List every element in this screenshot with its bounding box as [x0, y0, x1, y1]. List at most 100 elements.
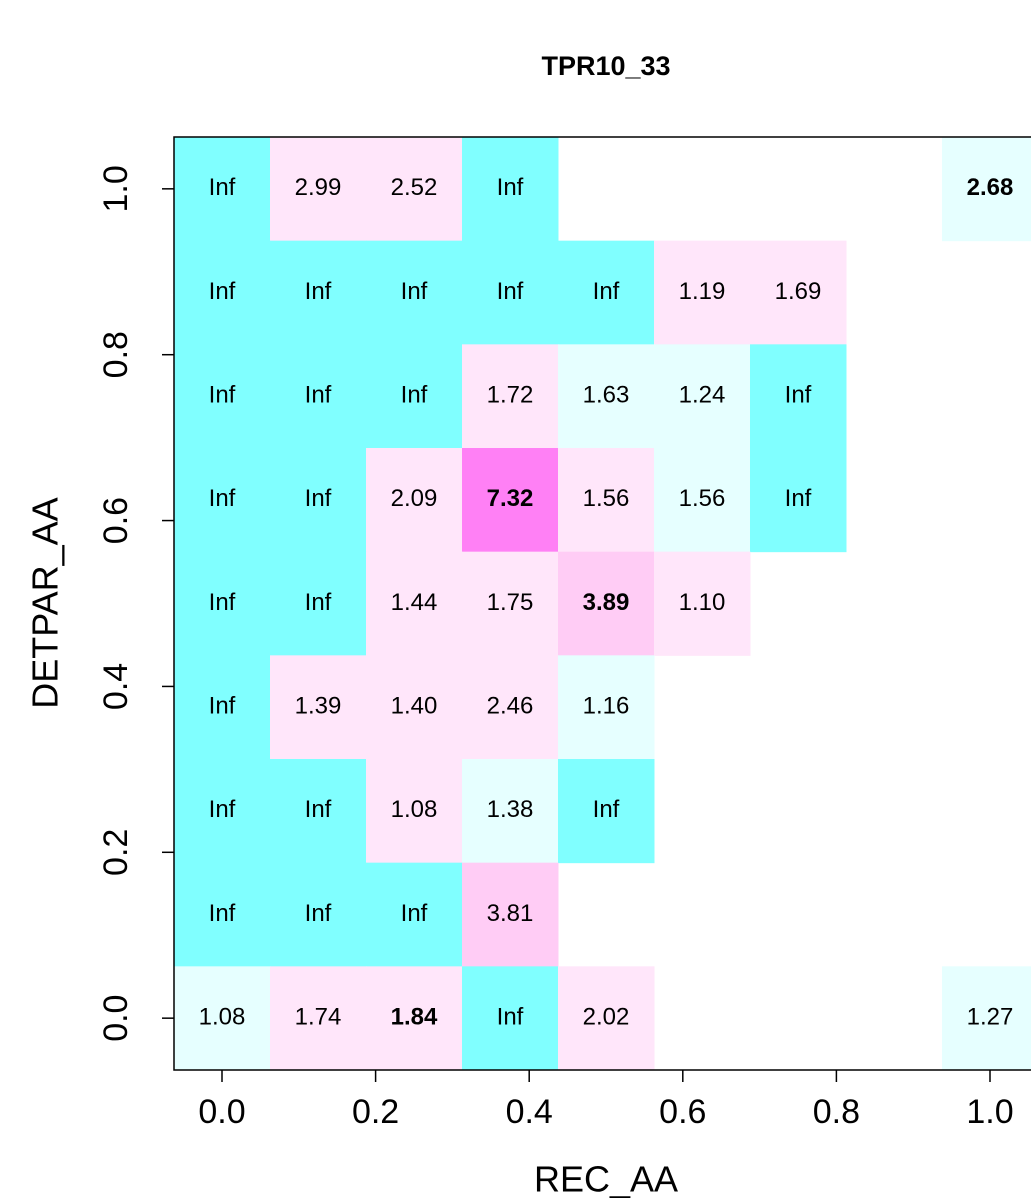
plot-frame: [173, 136, 1031, 1071]
cell-label: Inf: [785, 485, 812, 512]
cell-label: 1.16: [583, 693, 630, 720]
heatmap-cell: [270, 344, 367, 449]
cell-label: 1.69: [775, 278, 822, 305]
y-tick-label: 0.4: [97, 663, 135, 710]
heatmap-cell: [558, 759, 655, 864]
cell-label: 1.27: [967, 1004, 1014, 1031]
cell-label: Inf: [593, 278, 620, 305]
heatmap-cell: [366, 448, 463, 553]
cell-label: Inf: [305, 796, 332, 823]
heatmap-cell: [174, 448, 271, 553]
heatmap-cell: [558, 655, 655, 760]
heatmap-cell: [270, 759, 367, 864]
cell-label: Inf: [209, 693, 236, 720]
cell-label: Inf: [497, 1004, 524, 1031]
heatmap-cell: [174, 862, 271, 967]
heatmap-cell: [558, 448, 655, 553]
heatmap-cell: [270, 448, 367, 553]
cell-label: 2.46: [487, 693, 534, 720]
cell-label: 2.68: [967, 174, 1014, 201]
heatmap-cell: [462, 759, 559, 864]
heatmap-cell: [174, 966, 271, 1071]
y-tick-label: 1.0: [97, 165, 135, 212]
heatmap-cell: [558, 344, 655, 449]
heatmap-cell: [462, 551, 559, 656]
heatmap-cell: [366, 966, 463, 1071]
cell-label: Inf: [497, 174, 524, 201]
heatmap-cell: [654, 551, 751, 656]
cell-label: 1.56: [583, 485, 630, 512]
heatmap-cell: [366, 759, 463, 864]
heatmap-cell: [366, 551, 463, 656]
cell-label: 2.09: [391, 485, 438, 512]
heatmap-cell: [558, 551, 655, 656]
cell-label: Inf: [209, 900, 236, 927]
cell-label: 1.56: [679, 485, 726, 512]
heatmap-cell: [174, 759, 271, 864]
heatmap-cell: [366, 862, 463, 967]
heatmap-cell: [270, 137, 367, 242]
heatmap-cell: [654, 448, 751, 553]
x-tick-label: 0.4: [506, 1093, 553, 1131]
cell-label: Inf: [305, 900, 332, 927]
heatmap-cell: [462, 344, 559, 449]
cell-label: 1.74: [295, 1004, 342, 1031]
cell-label: Inf: [209, 796, 236, 823]
heatmap-cell: [462, 137, 559, 242]
cell-label: 3.89: [583, 589, 630, 616]
x-axis-title: REC_AA: [534, 1159, 678, 1198]
heatmap-cell: [654, 344, 751, 449]
cell-label: 1.19: [679, 278, 726, 305]
x-tick-label: 0.0: [198, 1093, 245, 1131]
cell-label: Inf: [305, 589, 332, 616]
heatmap-cell: [270, 551, 367, 656]
x-tick-label: 0.6: [659, 1093, 706, 1131]
y-tick-label: 0.0: [97, 995, 135, 1042]
heatmap-cell: [558, 240, 655, 345]
cell-label: 2.52: [391, 174, 438, 201]
cell-label: Inf: [305, 485, 332, 512]
cell-label: 1.40: [391, 693, 438, 720]
heatmap-cell: [750, 344, 847, 449]
y-tick-label: 0.2: [97, 829, 135, 876]
heatmap-cell: [270, 655, 367, 760]
cell-label: 3.81: [487, 900, 534, 927]
x-tick-label: 0.2: [352, 1093, 399, 1131]
heatmap-cell: [174, 137, 271, 242]
heatmap-cell: [462, 240, 559, 345]
heatmap-cell: [750, 448, 847, 553]
heatmap-cell: [366, 240, 463, 345]
cell-label: Inf: [785, 382, 812, 409]
cell-label: 1.10: [679, 589, 726, 616]
heatmap-cell: [270, 240, 367, 345]
heatmap-cell: [462, 862, 559, 967]
cell-label: Inf: [209, 485, 236, 512]
heatmap-cell: [942, 966, 1031, 1071]
heatmap-cell: [270, 862, 367, 967]
heatmap-cell: [174, 344, 271, 449]
x-tick-label: 0.8: [813, 1093, 860, 1131]
heatmap-cell: [366, 655, 463, 760]
y-tick-label: 0.8: [97, 331, 135, 378]
heatmap-cell: [270, 966, 367, 1071]
cell-label: 7.32: [487, 485, 534, 512]
heatmap-cell: [558, 966, 655, 1071]
cell-label: 1.72: [487, 382, 534, 409]
y-axis-title: DETPAR_AA: [25, 497, 66, 708]
cell-label: Inf: [209, 589, 236, 616]
cell-label: 1.38: [487, 796, 534, 823]
cell-label: 2.02: [583, 1004, 630, 1031]
heatmap-cell: [462, 966, 559, 1071]
chart-title: TPR10_33: [541, 51, 670, 81]
cell-label: Inf: [401, 278, 428, 305]
cell-label: Inf: [305, 278, 332, 305]
heatmap-cell: [462, 655, 559, 760]
cell-label: Inf: [305, 382, 332, 409]
x-tick-label: 1.0: [966, 1093, 1013, 1131]
heatmap-cell: [366, 344, 463, 449]
cell-label: 1.63: [583, 382, 630, 409]
cell-label: Inf: [497, 278, 524, 305]
cell-label: 1.08: [391, 796, 438, 823]
